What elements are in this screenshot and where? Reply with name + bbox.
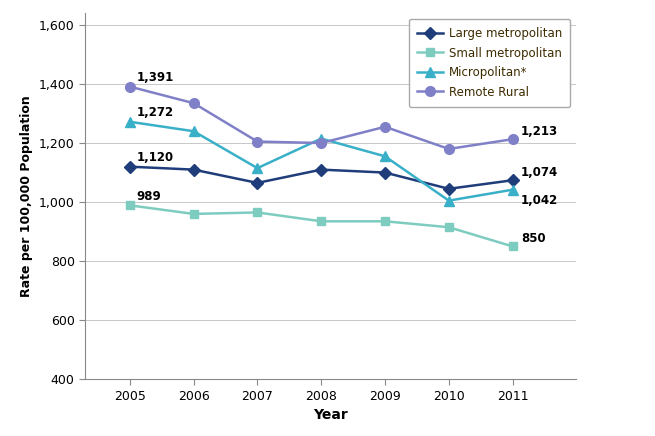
Small metropolitan: [190, 211, 198, 217]
Small metropolitan: [381, 219, 389, 224]
Remote Rural: [317, 140, 325, 146]
Text: 1,391: 1,391: [137, 71, 174, 84]
Line: Micropolitan*: Micropolitan*: [125, 117, 517, 205]
Large metropolitan: [509, 177, 517, 183]
Small metropolitan: [445, 225, 453, 230]
Large metropolitan: [190, 167, 198, 172]
Remote Rural: [253, 139, 261, 144]
Large metropolitan: [126, 164, 134, 169]
Line: Remote Rural: Remote Rural: [125, 82, 517, 154]
Remote Rural: [445, 146, 453, 152]
Small metropolitan: [509, 244, 517, 249]
Text: 1,213: 1,213: [521, 125, 558, 138]
Remote Rural: [190, 101, 198, 106]
Line: Large metropolitan: Large metropolitan: [126, 163, 517, 193]
Small metropolitan: [253, 210, 261, 215]
Text: 850: 850: [521, 232, 546, 245]
Micropolitan*: [190, 129, 198, 134]
Small metropolitan: [126, 203, 134, 208]
Text: 1,042: 1,042: [521, 194, 558, 207]
Remote Rural: [509, 136, 517, 142]
Micropolitan*: [381, 154, 389, 159]
Micropolitan*: [445, 198, 453, 203]
Micropolitan*: [509, 187, 517, 192]
Micropolitan*: [126, 119, 134, 124]
Text: 1,074: 1,074: [521, 166, 558, 179]
Remote Rural: [126, 84, 134, 89]
Legend: Large metropolitan, Small metropolitan, Micropolitan*, Remote Rural: Large metropolitan, Small metropolitan, …: [409, 19, 571, 107]
Large metropolitan: [317, 167, 325, 172]
Large metropolitan: [445, 186, 453, 191]
Micropolitan*: [317, 136, 325, 141]
Large metropolitan: [381, 170, 389, 175]
X-axis label: Year: Year: [313, 408, 348, 422]
Micropolitan*: [253, 166, 261, 171]
Text: 1,272: 1,272: [137, 106, 174, 119]
Small metropolitan: [317, 219, 325, 224]
Text: 1,120: 1,120: [137, 151, 174, 164]
Remote Rural: [381, 124, 389, 129]
Line: Small metropolitan: Small metropolitan: [126, 201, 517, 251]
Text: 989: 989: [137, 190, 162, 203]
Large metropolitan: [253, 181, 261, 186]
Y-axis label: Rate per 100,000 Population: Rate per 100,000 Population: [20, 95, 33, 297]
